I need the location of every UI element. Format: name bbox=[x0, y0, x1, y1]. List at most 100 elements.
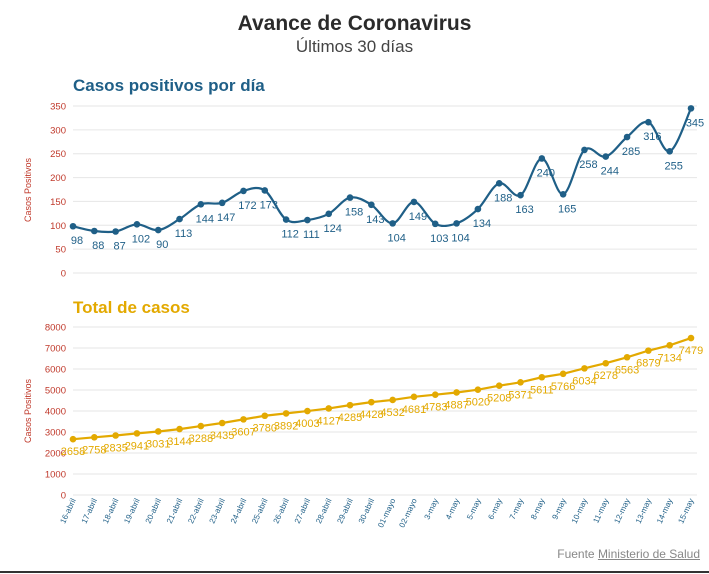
total-data-point bbox=[176, 425, 183, 433]
daily-ytick-label: 250 bbox=[50, 149, 66, 160]
total-data-label: 4532 bbox=[380, 407, 404, 419]
total-data-label: 6278 bbox=[594, 370, 618, 382]
total-data-label: 3607 bbox=[231, 426, 255, 438]
daily-data-point bbox=[304, 216, 311, 224]
total-data-label: 5020 bbox=[466, 397, 490, 409]
total-data-label: 4783 bbox=[423, 402, 447, 414]
daily-data-label: 124 bbox=[324, 223, 342, 235]
total-ytick-label: 3000 bbox=[45, 428, 66, 439]
daily-data-point bbox=[410, 198, 418, 206]
daily-data-point bbox=[240, 187, 247, 195]
daily-ytick-label: 100 bbox=[50, 221, 66, 232]
daily-data-label: 104 bbox=[451, 232, 469, 244]
daily-data-point bbox=[453, 220, 460, 227]
total-data-point bbox=[431, 391, 439, 398]
daily-ytick-label: 200 bbox=[50, 173, 66, 184]
daily-data-point bbox=[91, 227, 98, 235]
daily-ytick-label: 50 bbox=[55, 245, 66, 256]
x-tick-label: 30-abril bbox=[357, 497, 377, 525]
total-data-label: 2941 bbox=[125, 440, 149, 452]
x-tick-label: 6-may bbox=[486, 497, 504, 521]
x-tick-label: 15-may bbox=[676, 497, 695, 525]
x-tick-label: 7-may bbox=[508, 497, 526, 521]
daily-data-label: 144 bbox=[196, 213, 214, 225]
total-data-label: 4127 bbox=[316, 415, 340, 427]
total-data-point bbox=[154, 428, 162, 435]
daily-data-point bbox=[602, 153, 610, 160]
x-tick-label: 11-may bbox=[591, 497, 610, 524]
daily-data-label: 158 bbox=[345, 207, 363, 219]
x-tick-label: 26-abril bbox=[271, 497, 291, 525]
total-data-label: 7134 bbox=[657, 352, 681, 364]
daily-data-label: 112 bbox=[281, 229, 299, 241]
x-tick-label: 25-abril bbox=[250, 497, 270, 525]
bottom-divider bbox=[0, 571, 709, 573]
x-tick-label: 23-abril bbox=[208, 497, 228, 525]
x-tick-label: 10-may bbox=[570, 497, 589, 525]
x-tick-label: 14-may bbox=[655, 497, 674, 525]
daily-data-label: 173 bbox=[260, 199, 278, 211]
total-data-point bbox=[91, 434, 98, 441]
total-ytick-label: 2000 bbox=[45, 449, 66, 460]
total-data-point bbox=[623, 353, 631, 361]
total-data-label: 3435 bbox=[210, 430, 234, 442]
total-data-point bbox=[240, 416, 247, 423]
daily-data-label: 165 bbox=[558, 203, 576, 215]
total-data-point bbox=[602, 359, 610, 367]
daily-data-point bbox=[517, 191, 524, 199]
total-data-label: 6879 bbox=[636, 358, 660, 370]
daily-data-point bbox=[197, 200, 205, 208]
x-tick-label: 9-may bbox=[550, 497, 568, 521]
daily-data-label: 345 bbox=[686, 117, 704, 129]
daily-data-point bbox=[495, 179, 503, 187]
x-tick-label: 20-abril bbox=[144, 497, 164, 525]
daily-data-label: 90 bbox=[156, 239, 168, 251]
total-data-label: 3144 bbox=[167, 436, 191, 448]
total-data-point bbox=[282, 410, 290, 417]
daily-data-label: 134 bbox=[473, 218, 491, 230]
daily-data-point bbox=[645, 118, 652, 126]
x-tick-label: 01-mayo bbox=[376, 497, 398, 530]
total-data-label: 6034 bbox=[572, 375, 596, 387]
total-data-point bbox=[666, 341, 673, 349]
total-data-label: 3780 bbox=[253, 423, 277, 435]
daily-data-point bbox=[687, 105, 695, 112]
daily-data-label: 104 bbox=[387, 232, 405, 244]
total-data-point bbox=[517, 378, 524, 386]
total-data-point bbox=[538, 373, 546, 381]
total-ytick-label: 4000 bbox=[45, 407, 66, 418]
total-series-line bbox=[72, 336, 692, 441]
daily-data-label: 87 bbox=[113, 240, 125, 252]
daily-data-label: 143 bbox=[366, 214, 384, 226]
total-data-label: 4428 bbox=[359, 409, 383, 421]
daily-data-point bbox=[623, 133, 631, 141]
daily-data-point bbox=[112, 228, 119, 235]
total-data-label: 7479 bbox=[679, 345, 703, 357]
total-data-point bbox=[133, 430, 141, 437]
daily-data-label: 258 bbox=[579, 159, 597, 171]
total-ytick-label: 8000 bbox=[45, 323, 66, 334]
total-data-point bbox=[325, 405, 333, 412]
daily-data-point bbox=[474, 205, 482, 213]
daily-data-label: 163 bbox=[515, 204, 533, 216]
daily-ytick-label: 0 bbox=[61, 269, 66, 280]
page-title: Avance de Coronavirus bbox=[237, 12, 472, 35]
daily-data-point bbox=[346, 194, 354, 201]
total-data-label: 5371 bbox=[508, 389, 532, 401]
daily-data-label: 240 bbox=[537, 167, 555, 179]
daily-data-point bbox=[282, 216, 290, 223]
total-data-point bbox=[645, 347, 652, 354]
daily-data-point bbox=[218, 199, 226, 207]
daily-data-point bbox=[389, 220, 396, 227]
total-data-point bbox=[474, 386, 482, 393]
total-data-point bbox=[389, 396, 396, 404]
x-tick-label: 8-may bbox=[529, 497, 547, 521]
total-data-point bbox=[304, 407, 311, 415]
source-label: Fuente bbox=[557, 547, 595, 561]
source-link[interactable]: Ministerio de Salud bbox=[597, 547, 700, 561]
total-data-label: 4003 bbox=[295, 418, 319, 430]
daily-data-label: 88 bbox=[92, 240, 104, 252]
total-data-point bbox=[581, 365, 588, 372]
daily-data-label: 285 bbox=[622, 146, 640, 158]
